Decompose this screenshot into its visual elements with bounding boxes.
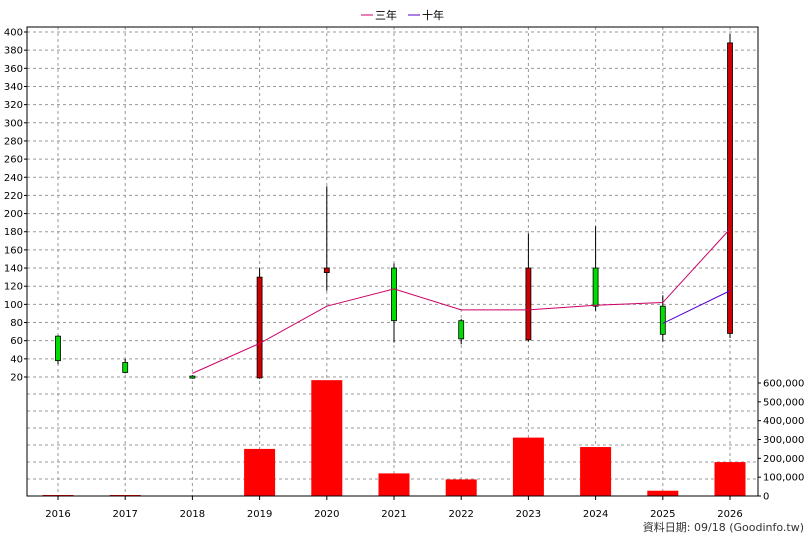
x-tick-label: 2020 [314,509,339,520]
volume-bar [714,462,746,496]
candle-body [256,276,263,379]
candlesticks [55,33,733,379]
x-tick-label: 2024 [583,509,608,520]
grid-lines [27,27,758,496]
x-tick-label: 2022 [448,509,473,520]
price-tick-label: 220 [4,191,23,202]
x-tick-label: 2016 [45,509,70,520]
candle-body [458,320,465,340]
x-tick-label: 2023 [516,509,541,520]
price-tick-label: 340 [4,82,23,93]
volume-bar [512,437,544,496]
plot-frame [26,26,759,497]
legend-label: 十年 [422,8,444,22]
moving-average-lines [192,228,731,374]
volume-bars [42,380,746,496]
x-tick-label: 2021 [381,509,406,520]
price-axis: 20 40 60 80 100 120 140 160 180 200 220 240 260 280 30… [4,28,27,384]
price-tick-label: 300 [4,118,23,129]
candle-body [189,375,196,379]
candle-body [323,267,330,273]
price-tick-label: 240 [4,173,23,184]
volume-bar [445,479,477,496]
price-tick-label: 400 [4,28,23,39]
volume-bar [311,380,343,496]
volume-tick-label: 100,000 [763,473,804,484]
legend: 三年 十年 [361,8,444,22]
candle-body [525,267,532,341]
volume-tick-label: 200,000 [763,454,804,465]
data-credit: 資料日期: 09/18 (Goodinfo.tw) [643,520,804,534]
price-tick-label: 320 [4,100,23,111]
candle-body [592,267,599,307]
x-tick-label: 2018 [180,509,205,520]
price-tick-label: 360 [4,64,23,75]
volume-tick-label: 0 [763,492,769,503]
price-tick-label: 60 [10,336,23,347]
volume-bar [647,490,679,496]
series-line [662,290,731,324]
legend-label: 三年 [375,8,397,22]
candle-body [122,362,129,373]
price-tick-label: 80 [10,318,23,329]
candle-body [391,267,397,322]
price-tick-label: 140 [4,264,23,275]
volume-bar [580,447,612,496]
price-tick-label: 40 [10,354,23,365]
series-line [192,228,731,374]
price-tick-label: 100 [4,300,23,311]
price-tick-label: 260 [4,155,23,166]
price-tick-label: 120 [4,282,23,293]
x-tick-label: 2026 [717,509,742,520]
price-tick-label: 280 [4,136,23,147]
price-tick-label: 20 [10,373,23,384]
x-axis: 2016 2017 2018 2019 2020 2021 2022 2023 2024 2025… [45,496,743,520]
volume-axis: 0 100,000 200,000 300,000 400,000 500,000 600,… [758,379,804,503]
volume-bar [378,473,410,496]
volume-bar [244,448,276,496]
volume-tick-label: 600,000 [763,379,804,390]
x-tick-label: 2025 [650,509,675,520]
price-tick-label: 180 [4,227,23,238]
candle-body [659,305,666,335]
volume-tick-label: 500,000 [763,397,804,408]
volume-tick-label: 300,000 [763,435,804,446]
price-tick-label: 160 [4,245,23,256]
candle-body [55,335,61,362]
price-tick-label: 200 [4,209,23,220]
price-tick-label: 380 [4,46,23,57]
x-tick-label: 2019 [247,509,272,520]
candle-body [727,42,733,334]
x-tick-label: 2017 [112,509,137,520]
volume-tick-label: 400,000 [763,416,804,427]
